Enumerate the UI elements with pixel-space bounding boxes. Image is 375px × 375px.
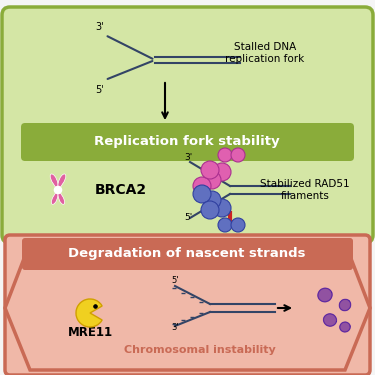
Text: MRE11: MRE11 [68, 326, 112, 339]
FancyBboxPatch shape [5, 235, 370, 375]
Wedge shape [76, 299, 102, 327]
Circle shape [231, 148, 245, 162]
PathPatch shape [58, 174, 66, 190]
Text: Chromosomal instability: Chromosomal instability [124, 345, 276, 355]
Text: 3': 3' [171, 323, 179, 332]
FancyBboxPatch shape [21, 123, 354, 161]
Text: BRCA2: BRCA2 [95, 183, 147, 197]
Circle shape [203, 171, 221, 189]
Text: 5': 5' [171, 276, 179, 285]
Polygon shape [5, 243, 370, 370]
PathPatch shape [58, 190, 65, 204]
FancyBboxPatch shape [22, 238, 353, 270]
Circle shape [218, 218, 232, 232]
Circle shape [203, 191, 221, 209]
PathPatch shape [50, 174, 58, 190]
Text: 5': 5' [96, 85, 104, 95]
Circle shape [54, 186, 62, 194]
Circle shape [231, 218, 245, 232]
Polygon shape [339, 299, 351, 310]
Text: 5': 5' [184, 213, 192, 222]
Circle shape [213, 199, 231, 217]
Circle shape [193, 185, 211, 203]
Polygon shape [318, 288, 332, 302]
Text: Replication fork stability: Replication fork stability [94, 135, 280, 148]
Polygon shape [340, 322, 350, 332]
PathPatch shape [51, 190, 58, 204]
Circle shape [193, 177, 211, 195]
Circle shape [201, 201, 219, 219]
Text: Degradation of nascent strands: Degradation of nascent strands [68, 248, 306, 261]
Text: 3': 3' [184, 153, 192, 162]
Text: 3': 3' [96, 22, 104, 32]
Circle shape [218, 148, 232, 162]
FancyBboxPatch shape [2, 7, 373, 243]
Polygon shape [324, 314, 336, 326]
Text: Stalled DNA
replication fork: Stalled DNA replication fork [225, 42, 304, 64]
Text: Stabilized RAD51
filaments: Stabilized RAD51 filaments [260, 179, 350, 201]
Circle shape [213, 163, 231, 181]
Circle shape [201, 161, 219, 179]
